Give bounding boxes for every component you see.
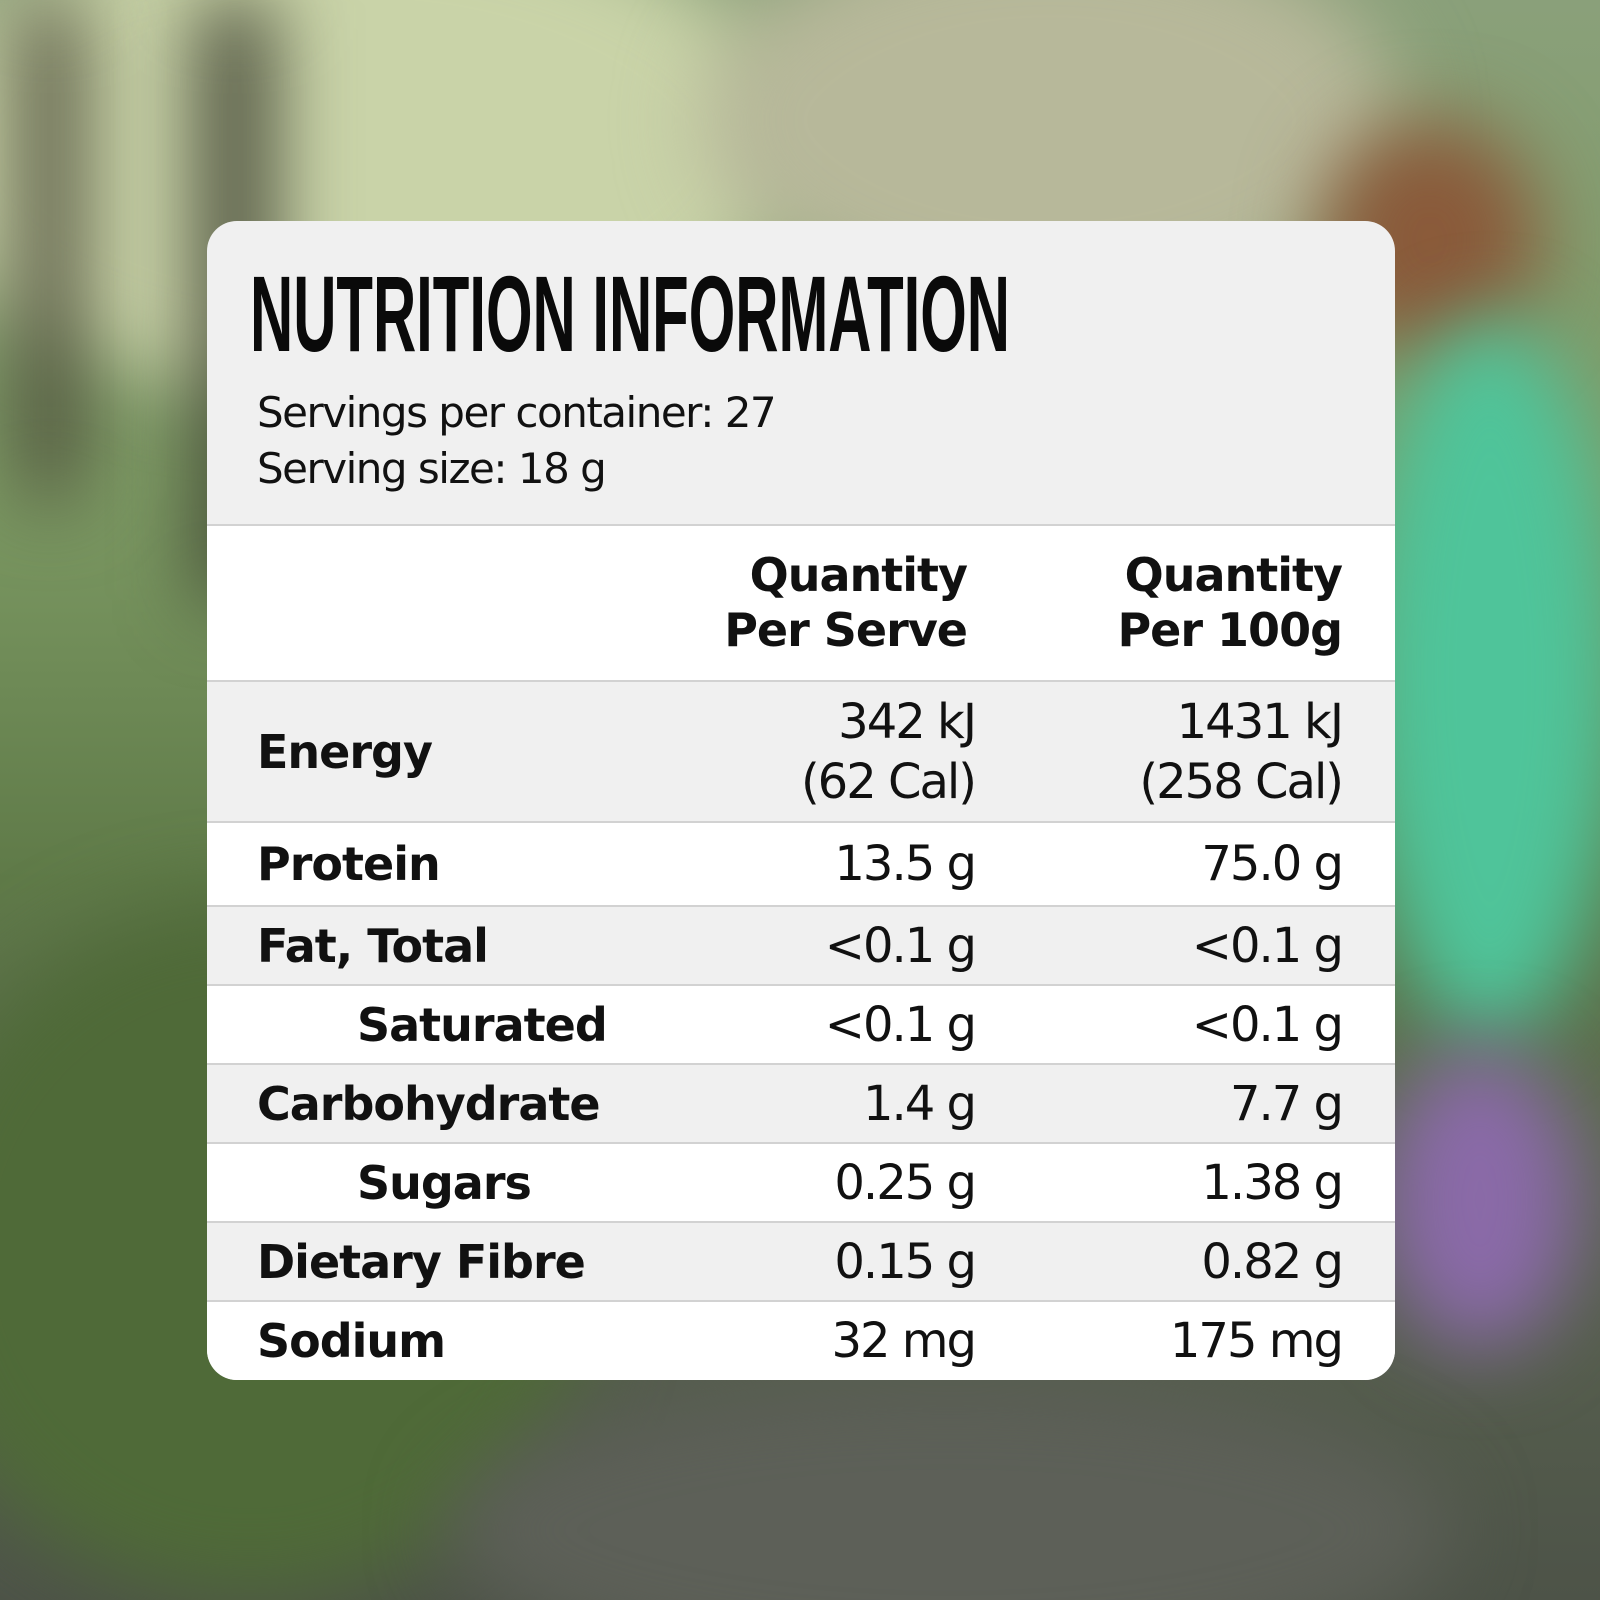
background-blur <box>450 1380 1450 1600</box>
nutrient-value: 75.0 g <box>1201 834 1344 894</box>
nutrient-value-line: 0.15 g <box>834 1233 977 1290</box>
title: NUTRITION INFORMATION <box>250 253 1010 371</box>
nutrition-card: NUTRITION INFORMATION Servings per conta… <box>207 221 1395 1380</box>
nutrient-value-line: 342 kJ <box>838 693 977 750</box>
nutrient-value-line: 1.4 g <box>862 1075 977 1132</box>
nutrient-value: 32 mg <box>831 1311 977 1371</box>
nutrient-value-line: 0.82 g <box>1201 1233 1344 1290</box>
nutrient-label: Saturated <box>357 997 608 1052</box>
nutrient-value: <0.1 g <box>1191 995 1344 1055</box>
nutrient-value-line: 0.25 g <box>834 1154 977 1211</box>
nutrient-label: Protein <box>257 837 441 891</box>
nutrient-value-line: (62 Cal) <box>800 753 977 810</box>
nutrient-label: Sugars <box>357 1155 532 1210</box>
background-blur <box>1360 320 1600 1040</box>
serving-size: Serving size: 18 g <box>257 444 607 493</box>
nutrient-row: Protein 13.5 g 75.0 g <box>207 823 1395 907</box>
nutrient-value: 13.5 g <box>834 834 977 894</box>
nutrient-value-line: 1431 kJ <box>1176 693 1344 750</box>
nutrient-value-line: <0.1 g <box>1191 917 1344 974</box>
nutrition-table: Quantity Per Serve Quantity Per 100g Energy 3… <box>207 524 1395 1380</box>
nutrient-value: 7.7 g <box>1229 1074 1344 1134</box>
nutrient-value-line: 7.7 g <box>1229 1075 1344 1132</box>
nutrient-label: Dietary Fibre <box>257 1234 586 1289</box>
column-header: Quantity Per 100g <box>1117 548 1343 658</box>
nutrient-value-line: <0.1 g <box>824 917 977 974</box>
nutrient-value-line: 175 mg <box>1169 1313 1344 1369</box>
nutrient-value-line: <0.1 g <box>1191 996 1344 1053</box>
column-header-line: Per Serve <box>724 603 968 657</box>
nutrient-value-line: (258 Cal) <box>1139 753 1344 810</box>
column-header: Quantity Per Serve <box>724 548 968 658</box>
nutrient-row: Energy 342 kJ (62 Cal) 1431 kJ (258 Cal) <box>207 682 1395 823</box>
nutrient-value-line: <0.1 g <box>824 996 977 1053</box>
nutrient-value: 0.25 g <box>834 1153 977 1213</box>
nutrient-value: <0.1 g <box>824 916 977 976</box>
background-blur <box>1380 1050 1580 1350</box>
nutrient-label: Energy <box>257 724 433 779</box>
nutrient-row: Sugars 0.25 g 1.38 g <box>207 1144 1395 1223</box>
nutrient-value: <0.1 g <box>824 995 977 1055</box>
nutrient-value: 342 kJ (62 Cal) <box>800 692 977 812</box>
column-header-line: Quantity <box>1124 548 1343 602</box>
nutrient-value: <0.1 g <box>1191 916 1344 976</box>
nutrient-row: Sodium 32 mg 175 mg <box>207 1302 1395 1380</box>
nutrient-label: Sodium <box>257 1314 446 1368</box>
nutrient-value: 175 mg <box>1169 1311 1344 1371</box>
nutrient-value: 1.38 g <box>1201 1153 1344 1213</box>
nutrient-row: Carbohydrate 1.4 g 7.7 g <box>207 1065 1395 1144</box>
title-area: NUTRITION INFORMATION <box>250 253 1010 371</box>
nutrient-value-line: 75.0 g <box>1201 836 1344 892</box>
nutrient-row: Dietary Fibre 0.15 g 0.82 g <box>207 1223 1395 1302</box>
nutrient-label: Carbohydrate <box>257 1076 601 1131</box>
nutrient-value: 1.4 g <box>862 1074 977 1134</box>
background-blur <box>20 0 80 500</box>
servings-per-container: Servings per container: 27 <box>257 388 777 437</box>
nutrient-row: Fat, Total <0.1 g <0.1 g <box>207 907 1395 986</box>
nutrient-value: 0.82 g <box>1201 1232 1344 1292</box>
nutrient-value: 1431 kJ (258 Cal) <box>1139 692 1344 812</box>
nutrient-value-line: 13.5 g <box>834 836 977 892</box>
nutrient-label: Fat, Total <box>257 918 489 973</box>
column-header-line: Quantity <box>749 548 968 602</box>
header-row: Quantity Per Serve Quantity Per 100g <box>207 526 1395 682</box>
column-header-line: Per 100g <box>1117 603 1343 657</box>
nutrient-value-line: 32 mg <box>831 1313 977 1369</box>
nutrient-value-line: 1.38 g <box>1201 1154 1344 1211</box>
nutrient-row: Saturated <0.1 g <0.1 g <box>207 986 1395 1065</box>
nutrient-value: 0.15 g <box>834 1232 977 1292</box>
